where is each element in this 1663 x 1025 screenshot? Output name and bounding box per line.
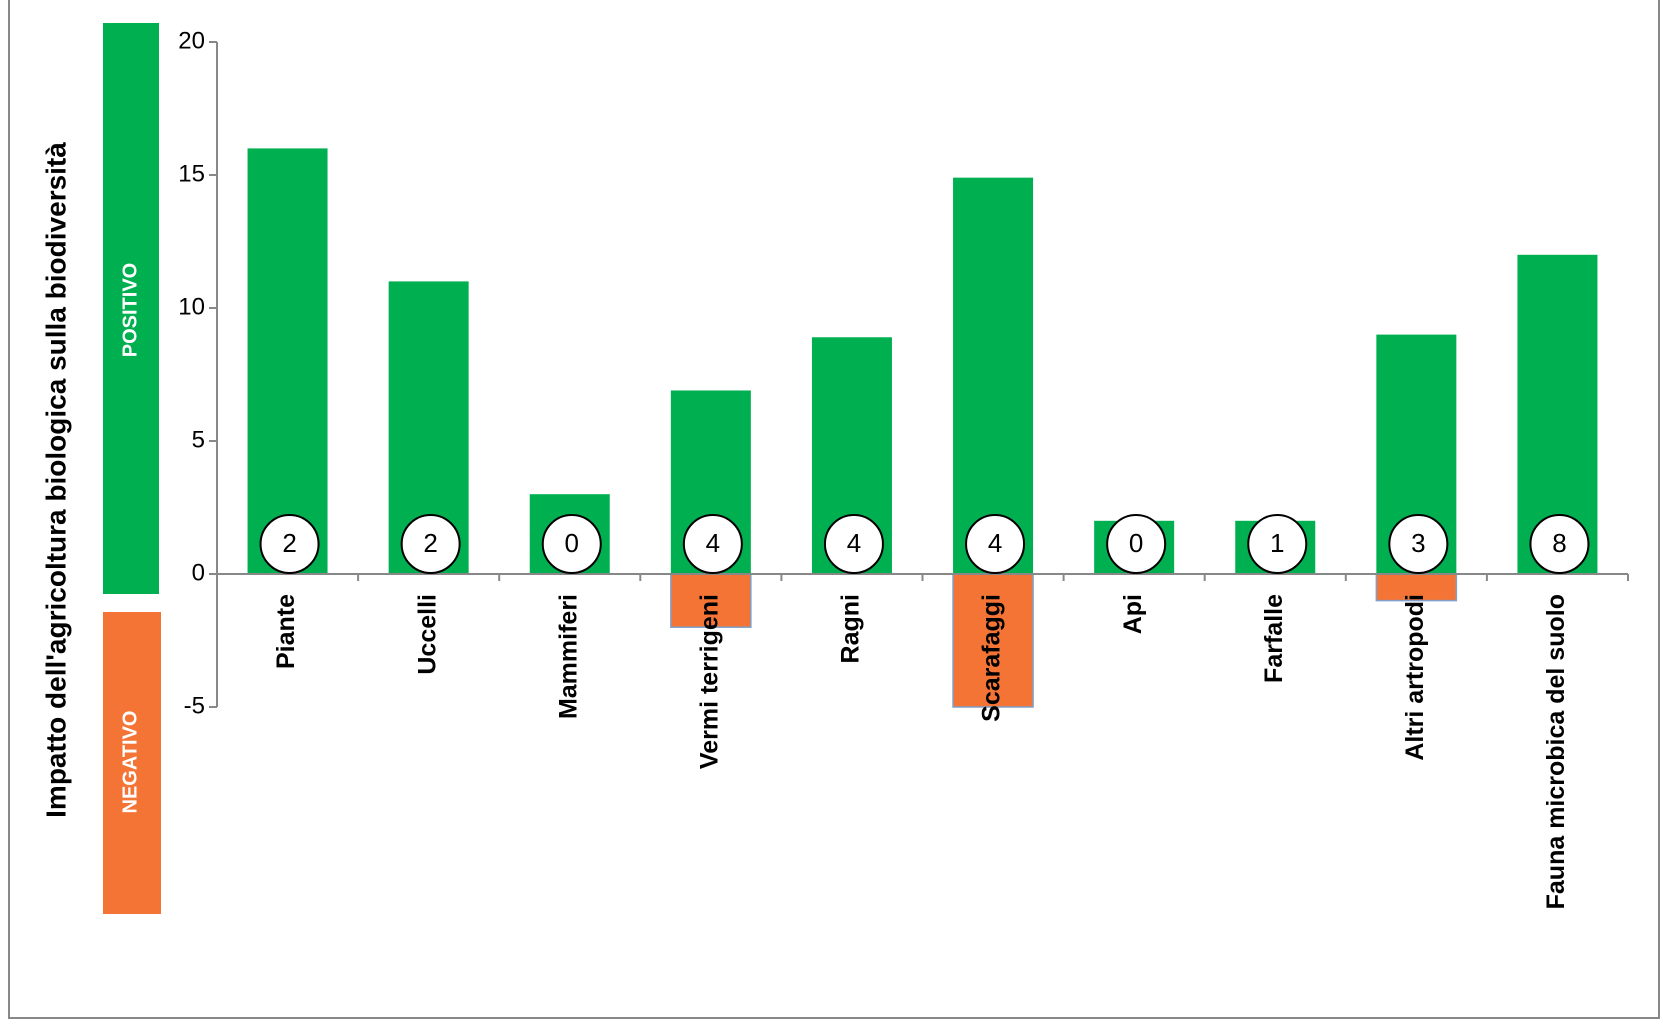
y-axis-title: Impatto dell'agricoltura biologica sulla… — [40, 142, 71, 818]
positive-band — [103, 23, 159, 594]
count-label: 2 — [282, 528, 296, 558]
count-circle — [400, 514, 461, 574]
negative-band — [103, 612, 161, 914]
count-circle — [259, 514, 320, 574]
x-tick-label: Farfalle — [1260, 594, 1288, 683]
count-circle — [682, 514, 743, 574]
count-label: 0 — [1129, 528, 1143, 558]
count-circle — [823, 514, 884, 574]
count-circle — [1529, 514, 1590, 574]
count-circle — [1388, 514, 1449, 574]
y-tick-label: 0 — [192, 559, 205, 586]
x-tick-label: Mammiferi — [554, 594, 582, 719]
count-circle — [965, 514, 1026, 574]
count-label: 3 — [1411, 528, 1425, 558]
y-tick-label: 15 — [178, 160, 205, 187]
x-tick-label: Piante — [272, 594, 300, 669]
y-tick-label: 10 — [178, 293, 205, 320]
bar — [952, 573, 1034, 708]
y-tick-label: 20 — [178, 27, 205, 54]
count-label: 8 — [1552, 528, 1566, 558]
frame — [8, 0, 1660, 1019]
count-circle — [1106, 514, 1167, 574]
x-tick-label: Ragni — [837, 594, 865, 663]
negative-label: NEGATIVO — [119, 711, 141, 814]
y-tick-label: -5 — [184, 692, 205, 719]
x-tick-label: Uccelli — [413, 594, 441, 675]
positive-label: POSITIVO — [119, 263, 141, 357]
count-circle — [541, 514, 602, 574]
count-circle — [1247, 514, 1308, 574]
x-tick-label: Vermi terrigeni — [695, 594, 723, 769]
bar — [247, 148, 328, 574]
count-label: 4 — [988, 528, 1002, 558]
count-label: 4 — [847, 528, 861, 558]
count-label: 4 — [706, 528, 720, 558]
x-tick-label: Scarafaggi — [978, 594, 1006, 722]
count-label: 1 — [1270, 528, 1284, 558]
x-tick-label: Api — [1119, 594, 1147, 634]
x-tick-label: Fauna microbica del suolo — [1542, 594, 1570, 909]
y-tick-label: 5 — [192, 426, 205, 453]
count-label: 2 — [423, 528, 437, 558]
x-tick-label: Altri artropodi — [1401, 594, 1429, 761]
bar — [953, 177, 1034, 574]
count-label: 0 — [565, 528, 579, 558]
